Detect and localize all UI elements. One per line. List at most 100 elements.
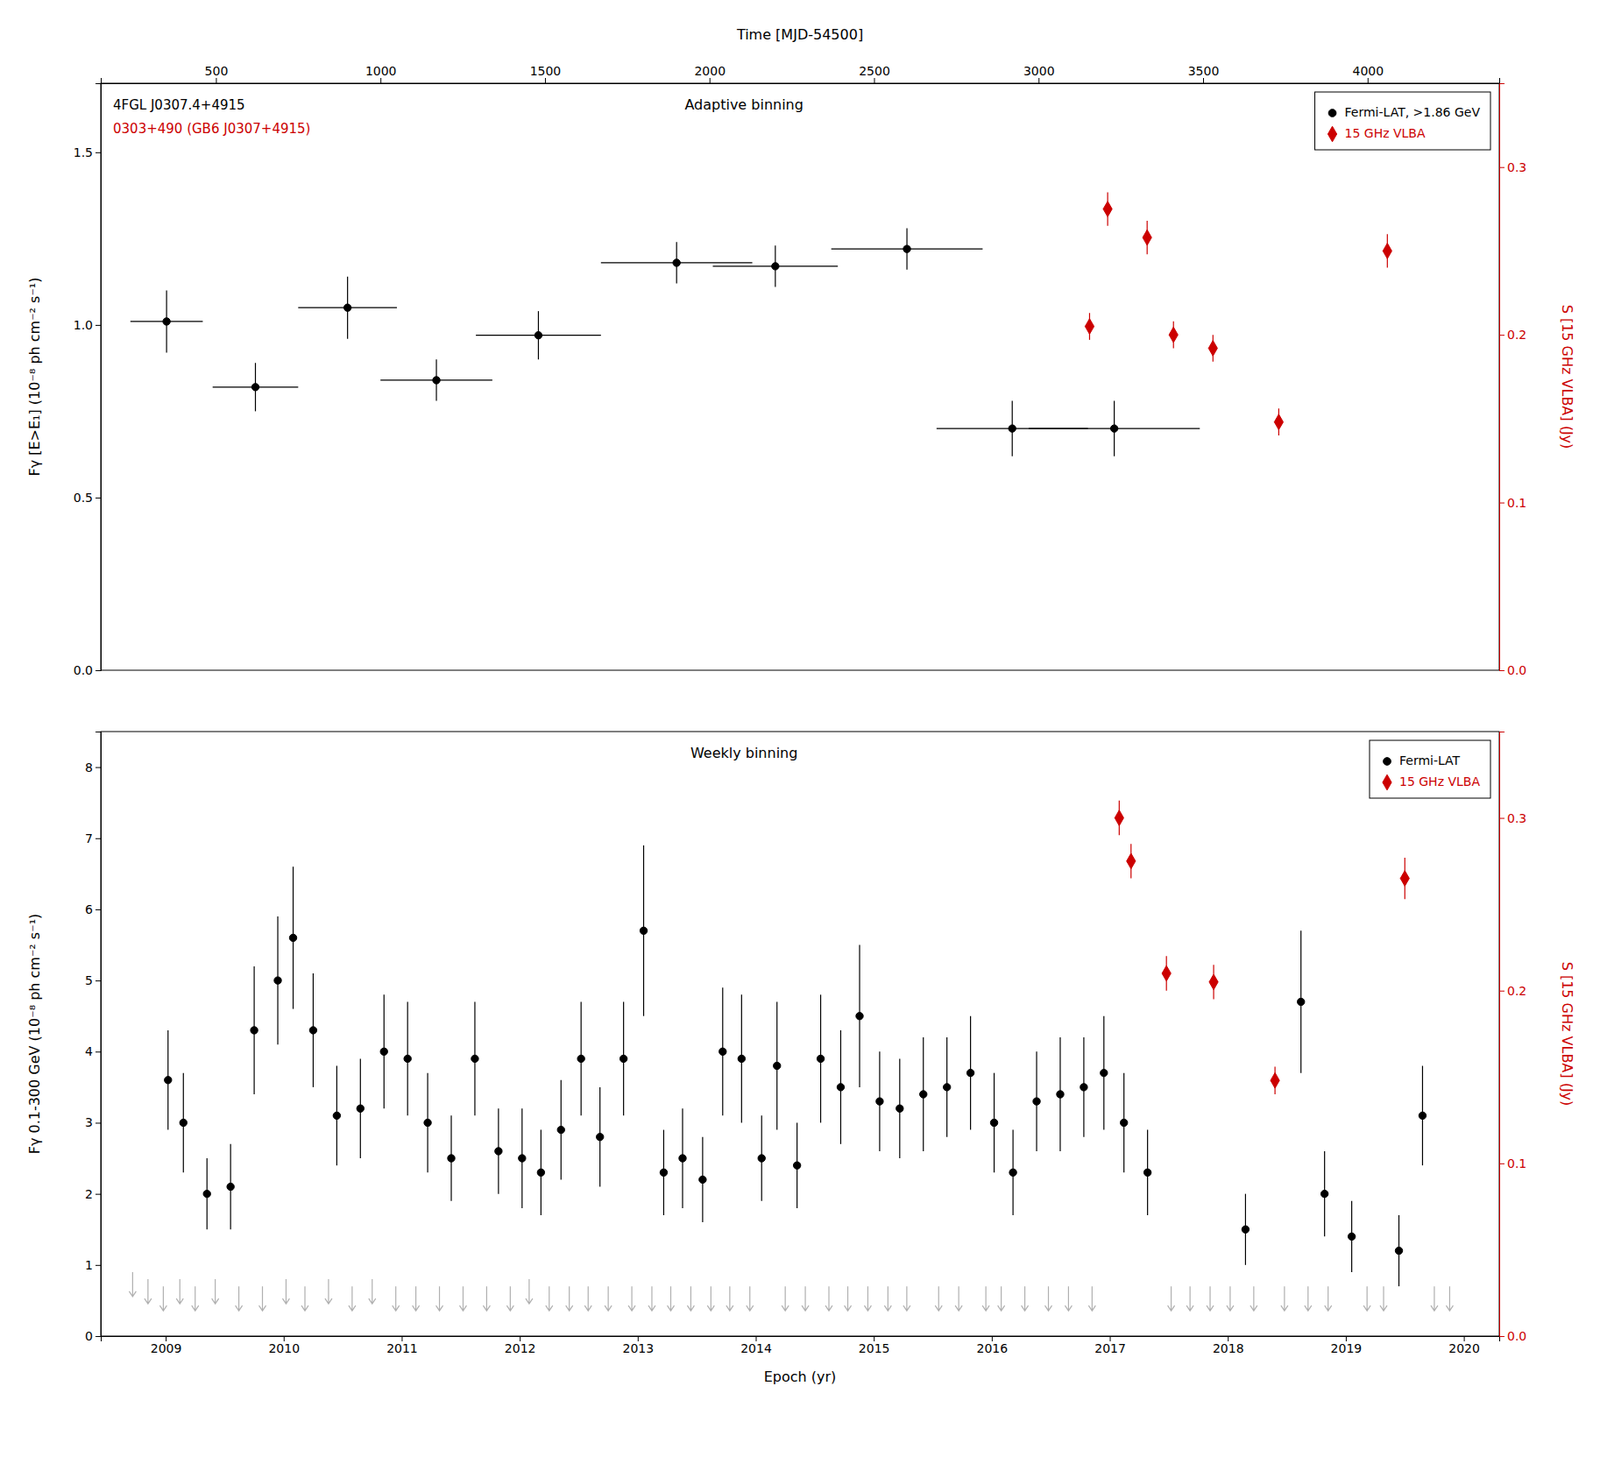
upper-limit [844, 1286, 852, 1311]
tick-mark [709, 77, 711, 84]
tick: 3500 [1188, 63, 1220, 84]
upper-limit [903, 1286, 911, 1311]
tick-label: 0.0 [1507, 663, 1527, 678]
data-point [332, 1111, 340, 1119]
tick-mark [95, 1336, 101, 1338]
upper-limit [191, 1286, 199, 1311]
tick: 7 [84, 831, 101, 846]
tick-label: 3 [84, 1115, 93, 1130]
tick: 0 [84, 1329, 101, 1344]
tick-label: 2016 [976, 1341, 1009, 1356]
upper-limit [482, 1286, 490, 1311]
upper-limit [1045, 1286, 1053, 1311]
upper-limit [1281, 1286, 1289, 1311]
upper-limit [726, 1286, 734, 1311]
data-point [1126, 853, 1136, 870]
upper-limit [525, 1279, 533, 1304]
tick-mark [873, 77, 875, 84]
upper-limit [459, 1286, 467, 1311]
marks [128, 800, 1453, 1311]
tick: 0.0 [1499, 1329, 1527, 1344]
tick-mark [95, 325, 101, 326]
tick-label: 8 [84, 760, 93, 775]
legend-symbol [1328, 109, 1337, 118]
tick-mark [1499, 334, 1505, 336]
upper-limit [1226, 1286, 1234, 1311]
data-point [1056, 1090, 1064, 1098]
upper-limit [176, 1279, 184, 1304]
tick: 2020 [1448, 1336, 1480, 1356]
upper-limit [325, 1279, 333, 1304]
tick-label: 1000 [365, 63, 397, 78]
tick: 2013 [622, 1336, 654, 1356]
upper-limit [235, 1286, 243, 1311]
tick: 0.3 [1499, 160, 1527, 175]
upper-limit [1445, 1286, 1453, 1311]
x-axis: 2009201020112012201320142015201620172018… [101, 1336, 1501, 1356]
axis-line [95, 84, 102, 672]
data-point [250, 1026, 258, 1034]
tick: 1000 [365, 63, 397, 84]
data-point [757, 1154, 765, 1162]
tick: 2011 [386, 1336, 418, 1356]
tick: 2019 [1330, 1336, 1363, 1356]
tick-label: 2020 [1448, 1341, 1480, 1356]
data-point [856, 1012, 864, 1020]
legend-box [1315, 92, 1491, 150]
upper-limit [955, 1286, 963, 1311]
data-point [495, 1147, 503, 1155]
tick-mark [1499, 1336, 1505, 1338]
upper-limit [1324, 1286, 1332, 1311]
tick: 2012 [504, 1336, 537, 1356]
x-axis: 5001000150020002500300035004000 [101, 63, 1501, 85]
upper-limit [781, 1286, 789, 1311]
plot-frame [100, 83, 1500, 671]
data-point [1209, 974, 1218, 991]
data-point [179, 1118, 187, 1126]
tick: 2009 [150, 1336, 183, 1356]
tick-mark [1203, 77, 1204, 84]
data-point [990, 1118, 998, 1126]
data-point [1270, 1072, 1280, 1089]
upper-limit [628, 1286, 636, 1311]
upper-limit [648, 1286, 656, 1311]
data-point [518, 1154, 526, 1162]
axis-line [1500, 84, 1506, 672]
data-point [679, 1154, 687, 1162]
tick: 2000 [693, 63, 726, 84]
y2-axis: 0.00.10.20.3 [1499, 84, 1527, 678]
tick-label: 1 [84, 1258, 93, 1273]
upper-limit [1304, 1286, 1312, 1311]
data-point [471, 1054, 479, 1062]
data-point [343, 304, 351, 312]
axis-line [95, 732, 102, 1338]
series [130, 228, 1200, 457]
data-point [1418, 1111, 1426, 1119]
legend-box [1369, 740, 1491, 799]
upper-limit [667, 1286, 675, 1311]
data-point [309, 1026, 317, 1034]
data-point [164, 1076, 172, 1084]
legend-label: 15 GHz VLBA [1399, 774, 1480, 789]
data-point [792, 1161, 800, 1169]
upper-limit [566, 1286, 574, 1311]
tick-label: 3500 [1188, 63, 1220, 78]
tick-label: 500 [205, 63, 229, 78]
series [1114, 800, 1409, 1095]
data-point [903, 245, 911, 253]
upper-limit [1430, 1286, 1438, 1311]
tick-label: 2 [84, 1187, 93, 1202]
tick-label: 1.5 [73, 145, 93, 160]
data-point [639, 927, 647, 935]
data-point [203, 1189, 211, 1197]
axis-line [1500, 732, 1506, 1338]
tick-mark [95, 1122, 101, 1124]
tick: 1.5 [73, 145, 101, 160]
data-point [537, 1168, 545, 1176]
tick-mark [545, 77, 546, 84]
tick: 1.0 [73, 318, 101, 333]
data-point [403, 1054, 411, 1062]
upper-limit [1168, 1286, 1176, 1311]
upper-limit [506, 1286, 514, 1311]
tick-mark [1499, 991, 1505, 992]
